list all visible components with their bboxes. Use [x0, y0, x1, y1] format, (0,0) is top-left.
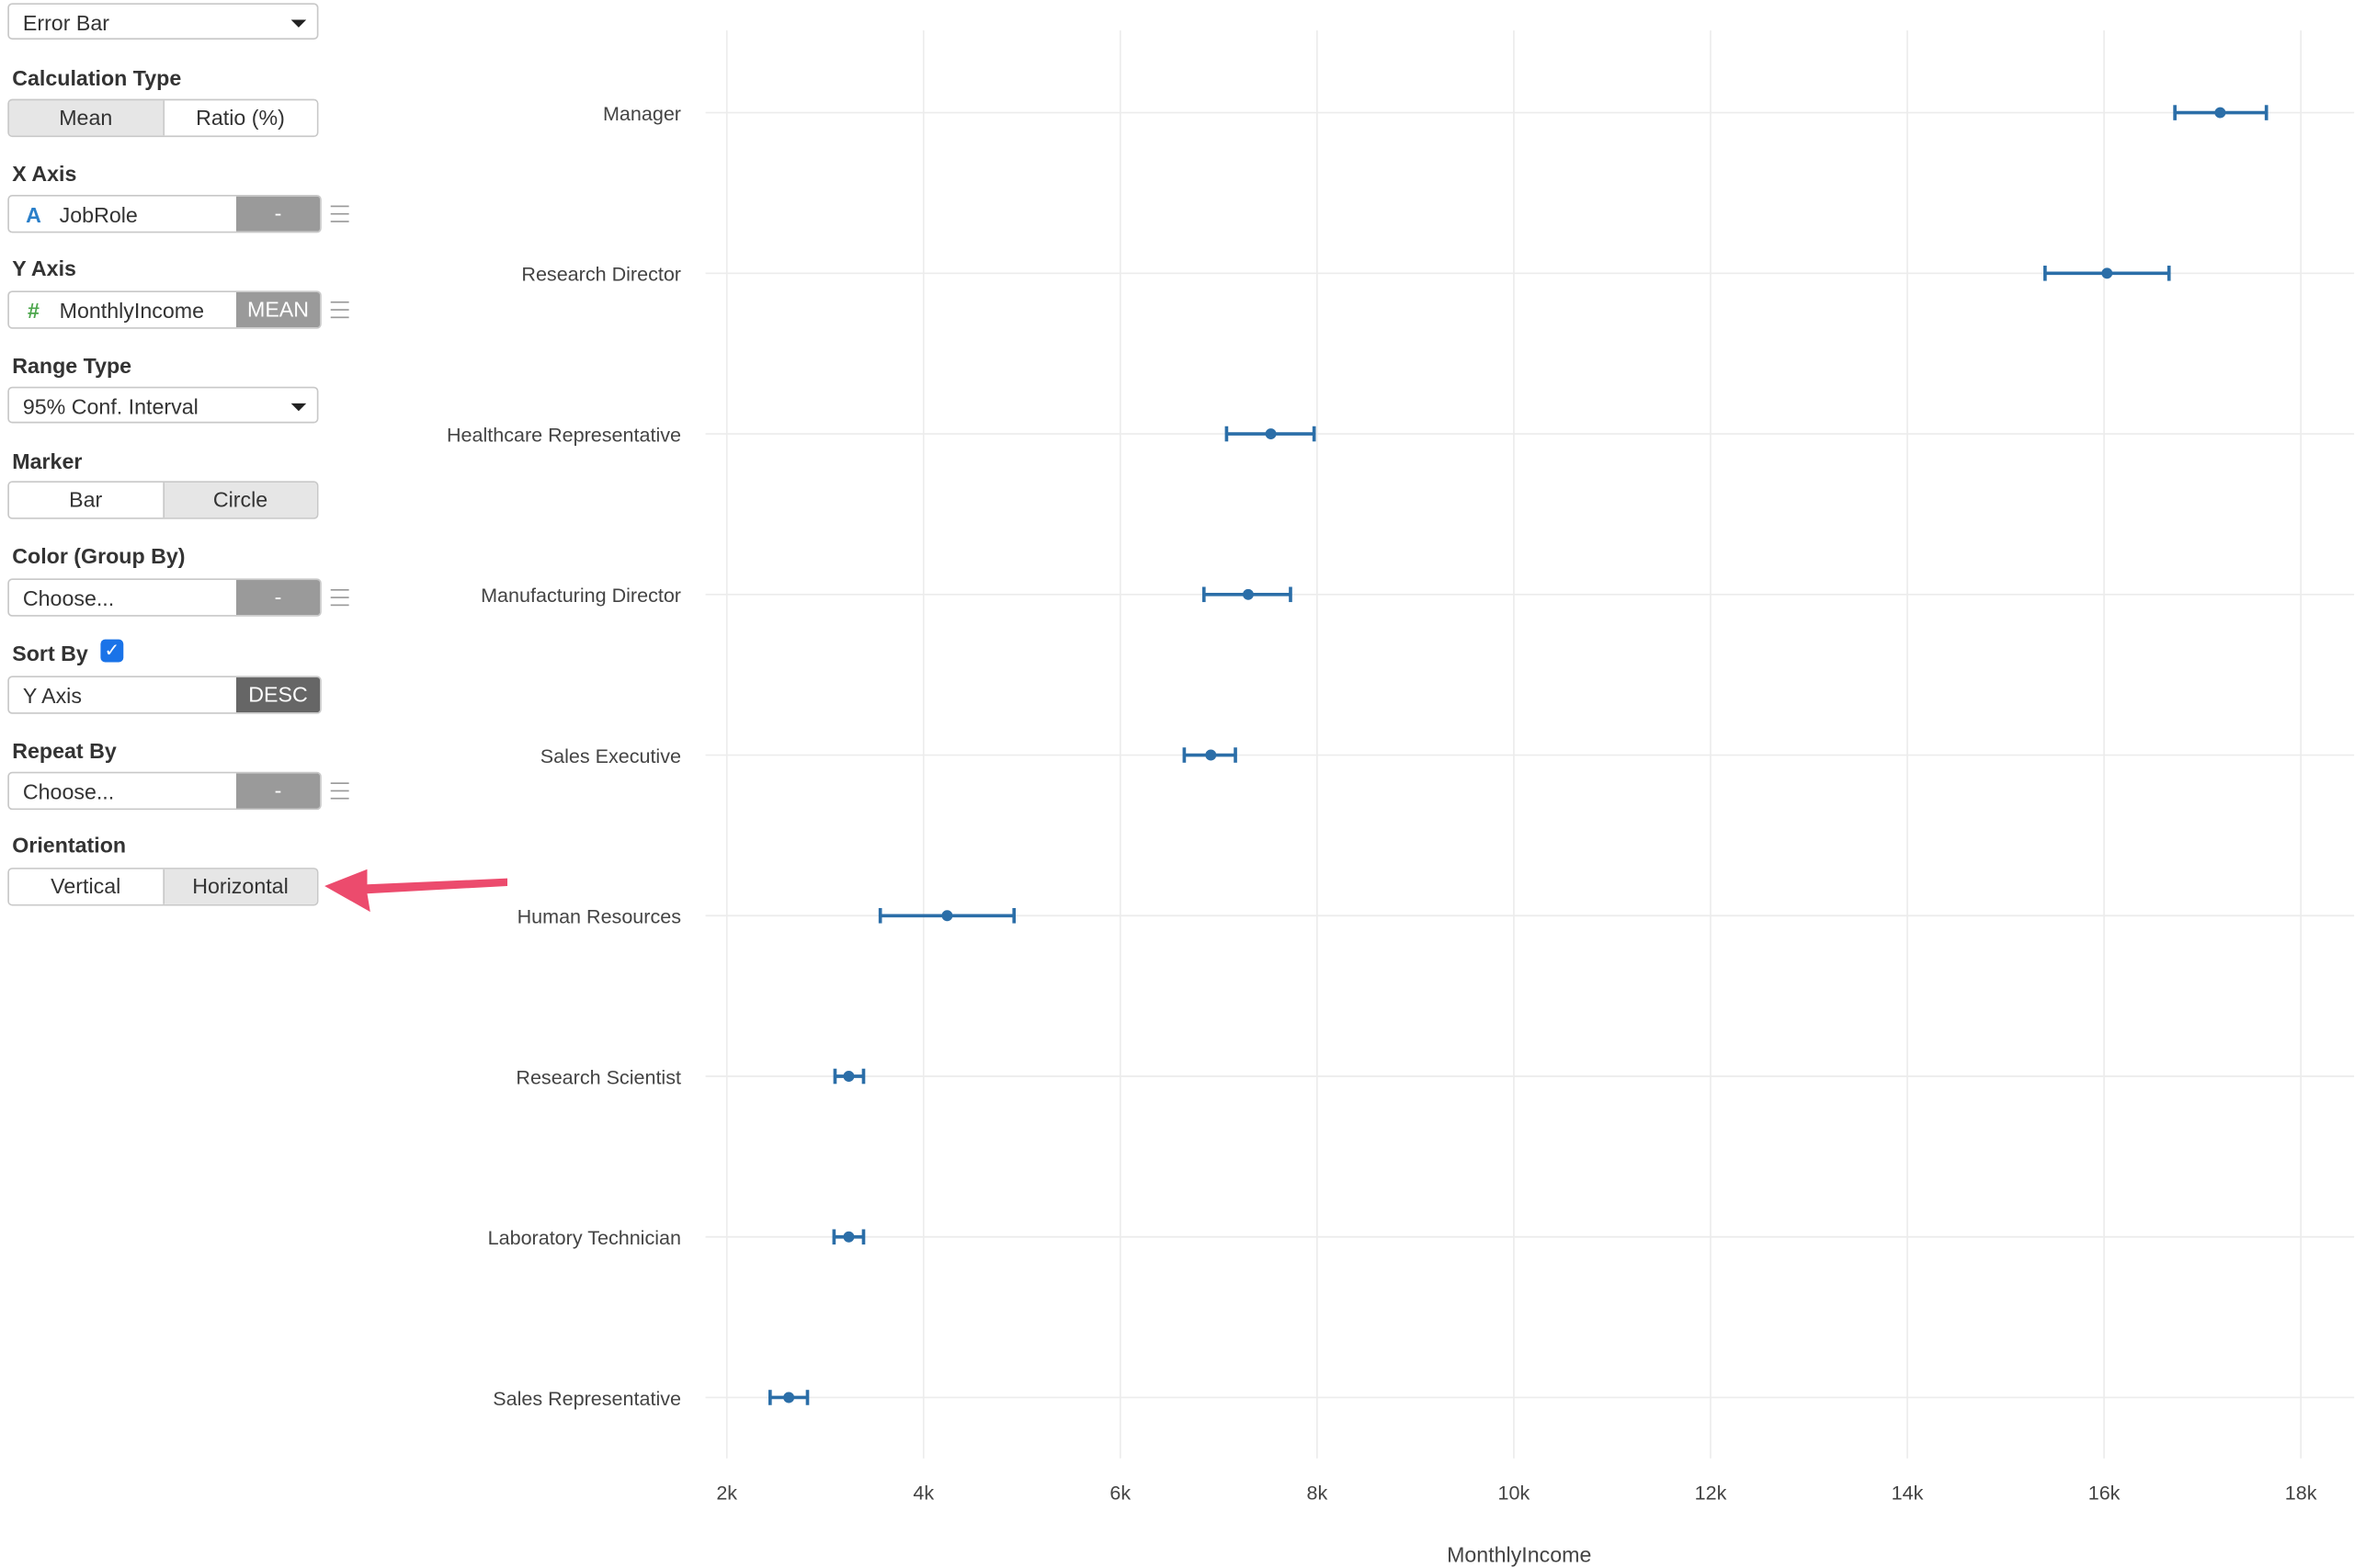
category-label: Human Resources	[517, 906, 681, 928]
color-group-field[interactable]: Choose... -	[7, 578, 322, 617]
x-tick-label: 4k	[913, 1482, 934, 1504]
mean-point	[1242, 588, 1254, 600]
marker-circle-button[interactable]: Circle	[162, 483, 317, 518]
color-group-label: Color (Group By)	[12, 543, 186, 568]
mean-point	[843, 1231, 855, 1243]
x-tick-label: 16k	[2088, 1482, 2121, 1504]
marker-toggle: Bar Circle	[7, 481, 319, 519]
x-axis-field-name: JobRole	[59, 201, 138, 226]
orientation-vertical-button[interactable]: Vertical	[8, 869, 163, 904]
calc-type-ratio-button[interactable]: Ratio (%)	[162, 100, 317, 136]
chevron-down-icon	[290, 403, 307, 412]
sort-by-checkbox[interactable]: ✓	[100, 639, 124, 663]
category-label: Research Director	[521, 264, 681, 286]
color-group-aggregation-button[interactable]: -	[235, 580, 321, 616]
color-group-value: Choose...	[22, 585, 115, 610]
x-axis-title: MonthlyIncome	[1447, 1542, 1591, 1566]
y-axis-menu-icon[interactable]	[330, 301, 349, 319]
x-tick-label: 14k	[1892, 1482, 1924, 1504]
category-label: Research Scientist	[516, 1066, 681, 1088]
category-label: Healthcare Representative	[447, 424, 681, 446]
x-tick-label: 10k	[1498, 1482, 1530, 1504]
repeat-by-field[interactable]: Choose... -	[7, 771, 322, 811]
x-tick-label: 18k	[2285, 1482, 2317, 1504]
repeat-by-aggregation-button[interactable]: -	[235, 773, 321, 809]
x-tick-label: 6k	[1109, 1482, 1131, 1504]
x-axis-aggregation-button[interactable]: -	[235, 196, 321, 232]
x-tick-label: 12k	[1695, 1482, 1727, 1504]
chart-type-value: Error Bar	[22, 10, 110, 36]
chevron-down-icon	[290, 19, 307, 28]
calc-type-toggle: Mean Ratio (%)	[7, 98, 319, 138]
sort-by-field[interactable]: Y Axis DESC	[7, 676, 322, 714]
calc-type-label: Calculation Type	[12, 65, 182, 90]
annotation-arrow-icon	[324, 869, 508, 913]
orientation-horizontal-button[interactable]: Horizontal	[162, 869, 317, 904]
settings-panel: Error Bar Calculation Type Mean Ratio (%…	[0, 0, 366, 1568]
category-label: Manufacturing Director	[481, 585, 681, 607]
text-type-icon: A	[26, 201, 41, 226]
range-type-value: 95% Conf. Interval	[22, 393, 199, 419]
x-axis-label: X Axis	[12, 161, 77, 187]
mean-point	[1265, 428, 1277, 440]
x-tick-label: 8k	[1306, 1482, 1327, 1504]
x-tick-label: 2k	[716, 1482, 737, 1504]
x-axis-menu-icon[interactable]	[330, 205, 349, 222]
mean-point	[2101, 267, 2113, 279]
category-label: Sales Representative	[493, 1388, 681, 1410]
range-type-label: Range Type	[12, 353, 132, 378]
category-label: Sales Executive	[540, 745, 681, 767]
category-label: Laboratory Technician	[488, 1227, 681, 1249]
y-axis-field-name: MonthlyIncome	[59, 297, 205, 323]
y-axis-label: Y Axis	[12, 256, 76, 280]
sort-by-label: Sort By	[12, 641, 88, 665]
mean-point	[783, 1392, 795, 1403]
x-axis-field[interactable]: A JobRole -	[7, 195, 322, 233]
marker-label: Marker	[12, 449, 83, 474]
mean-point	[2214, 107, 2226, 119]
sort-direction-button[interactable]: DESC	[235, 677, 321, 713]
category-label: Manager	[603, 103, 681, 125]
repeat-by-label: Repeat By	[12, 738, 117, 763]
orientation-toggle: Vertical Horizontal	[7, 868, 319, 906]
color-group-menu-icon[interactable]	[330, 588, 349, 607]
repeat-by-value: Choose...	[22, 778, 115, 803]
number-type-icon: #	[27, 297, 40, 323]
mean-point	[941, 910, 953, 922]
y-axis-aggregation-button[interactable]: MEAN	[235, 292, 321, 328]
repeat-by-menu-icon[interactable]	[330, 782, 349, 800]
calc-type-mean-button[interactable]: Mean	[8, 100, 163, 136]
orientation-label: Orientation	[12, 832, 127, 858]
marker-bar-button[interactable]: Bar	[8, 483, 163, 518]
mean-point	[843, 1071, 855, 1082]
mean-point	[1205, 749, 1217, 761]
y-axis-field[interactable]: # MonthlyIncome MEAN	[7, 290, 322, 329]
checkmark-icon: ✓	[104, 639, 120, 661]
sort-by-value: Y Axis	[22, 682, 82, 708]
chart-type-select[interactable]: Error Bar	[7, 3, 319, 40]
range-type-select[interactable]: 95% Conf. Interval	[7, 386, 319, 424]
